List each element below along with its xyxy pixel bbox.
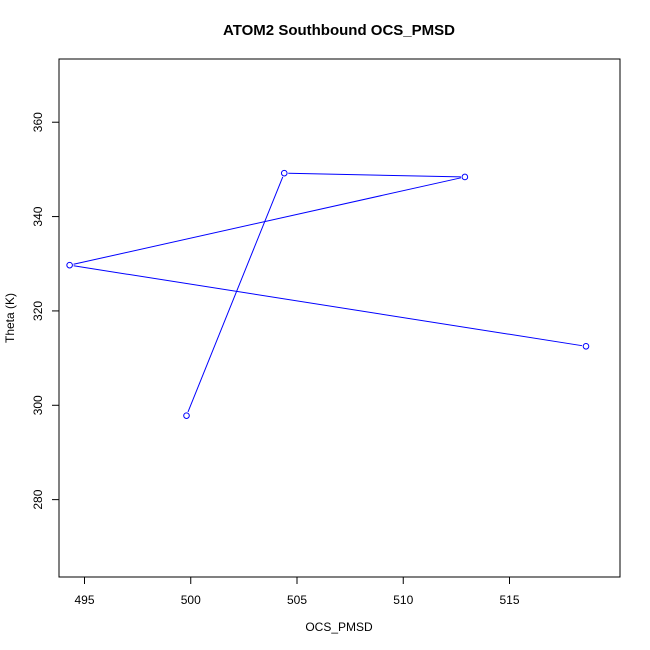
y-axis-label: Theta (K): [3, 293, 17, 343]
data-point: [183, 412, 190, 419]
series-line-segment: [73, 177, 462, 265]
y-tick-label: 360: [31, 112, 45, 132]
y-tick-label: 320: [31, 301, 45, 321]
x-tick-label: 495: [74, 593, 94, 607]
x-tick-label: 515: [499, 593, 519, 607]
data-point: [66, 261, 73, 269]
series-layer: [66, 169, 590, 419]
series-line-segment: [187, 176, 284, 413]
data-point: [280, 169, 288, 177]
series-line-segment: [73, 265, 583, 347]
series-line-segment: [288, 172, 461, 178]
x-tick-label: 500: [181, 593, 201, 607]
x-tick-label: 505: [287, 593, 307, 607]
data-point: [461, 173, 469, 181]
y-tick-label: 280: [31, 489, 45, 509]
y-tick-label: 340: [31, 206, 45, 226]
y-tick-label: 300: [31, 395, 45, 415]
chart-title: ATOM2 Southbound OCS_PMSD: [223, 22, 455, 39]
x-axis-label: OCS_PMSD: [305, 620, 373, 634]
x-axis: 495 500 505 510 515: [74, 576, 520, 607]
data-point: [582, 343, 590, 350]
x-tick-label: 510: [393, 593, 413, 607]
y-axis: 280 300 320 340 360: [31, 112, 60, 510]
